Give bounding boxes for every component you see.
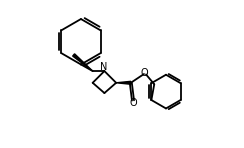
Text: O: O (141, 68, 148, 78)
Text: O: O (130, 98, 137, 108)
Polygon shape (116, 81, 131, 84)
Polygon shape (73, 54, 93, 71)
Text: N: N (100, 62, 107, 72)
